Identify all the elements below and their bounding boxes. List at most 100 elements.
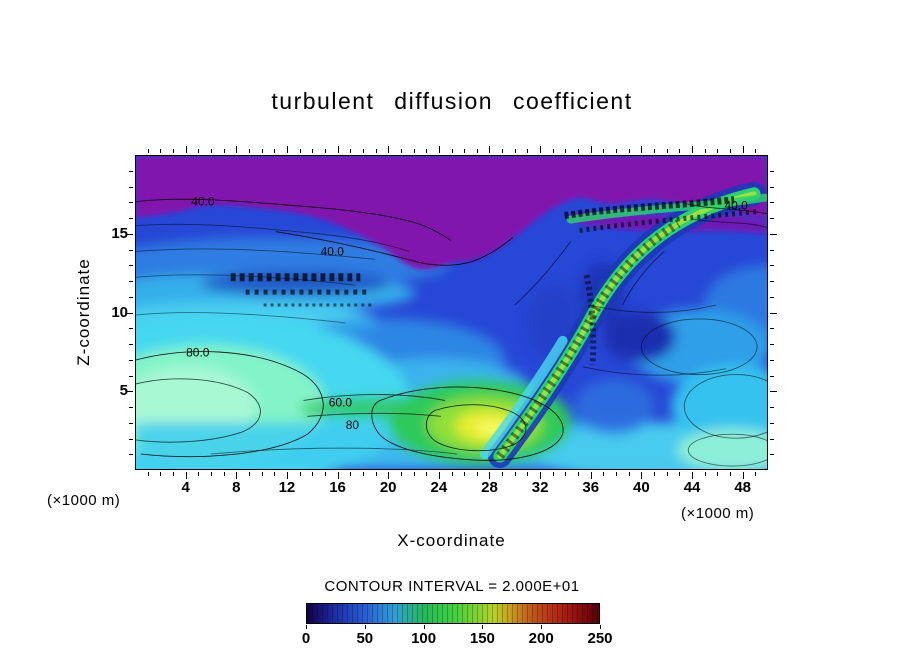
- y-tick-label: 15: [111, 224, 128, 242]
- axis-tick: [129, 296, 133, 298]
- axis-tick: [527, 472, 529, 476]
- colorbar-tick: [541, 625, 543, 629]
- contour-interval-text: CONTOUR INTERVAL = 2.000E+01: [324, 578, 580, 595]
- axis-tick: [129, 218, 133, 219]
- axis-tick: [160, 149, 162, 153]
- axis-tick: [160, 472, 162, 476]
- axis-tick: [770, 249, 774, 251]
- contour-label: 40.0: [321, 244, 345, 258]
- axis-tick: [770, 407, 774, 408]
- axis-tick: [464, 472, 466, 476]
- axis-tick: [236, 472, 238, 479]
- colorbar-tick: [600, 625, 601, 629]
- axis-tick: [362, 149, 364, 153]
- axis-tick: [312, 472, 314, 476]
- axis-tick: [552, 149, 554, 153]
- axis-tick: [261, 149, 263, 153]
- axis-tick: [603, 472, 605, 476]
- axis-tick: [730, 472, 732, 476]
- axis-tick: [223, 472, 225, 476]
- y-tick-label: 10: [111, 303, 128, 321]
- axis-tick: [565, 149, 567, 153]
- axis-tick: [129, 344, 133, 345]
- axis-tick: [679, 149, 681, 153]
- axis-tick: [350, 472, 352, 476]
- axis-tick: [502, 472, 504, 476]
- axis-tick: [426, 149, 428, 153]
- axis-tick: [129, 202, 133, 204]
- axis-tick: [248, 472, 250, 476]
- axis-tick: [692, 472, 694, 479]
- axis-tick: [717, 472, 719, 476]
- axis-tick: [770, 233, 777, 235]
- axis-tick: [742, 472, 744, 479]
- y-axis-unit: (×1000 m): [47, 492, 121, 509]
- axis-tick: [641, 472, 643, 479]
- colorbar-tick: [482, 625, 484, 629]
- axis-tick: [489, 472, 491, 479]
- axis-tick: [770, 454, 774, 456]
- axis-tick: [147, 472, 149, 476]
- axis-tick: [375, 149, 377, 153]
- axis-tick: [578, 472, 580, 476]
- y-axis-label: Z-coordinate: [74, 258, 93, 366]
- axis-tick: [129, 407, 133, 408]
- colorbar-tick-label: 0: [301, 630, 311, 647]
- x-tick-label: 32: [531, 479, 549, 496]
- field-rendering: 40.0 40.0 40.0 80.0 60.0 80: [136, 156, 767, 469]
- x-tick-label: 40: [633, 479, 650, 496]
- colorbar-tick: [306, 625, 307, 629]
- axis-tick: [350, 149, 352, 153]
- axis-tick: [742, 146, 744, 153]
- axis-tick: [476, 472, 478, 476]
- axis-tick: [129, 281, 133, 282]
- axis-tick: [717, 149, 719, 153]
- axis-tick: [312, 149, 314, 153]
- axis-tick: [514, 472, 516, 476]
- axis-tick: [654, 149, 656, 153]
- axis-tick: [129, 249, 133, 251]
- chart-title: turbulent diffusion coefficient: [271, 88, 633, 114]
- axis-tick: [426, 472, 428, 476]
- axis-tick: [129, 422, 133, 424]
- axis-tick: [654, 472, 656, 476]
- plot-area: 40.0 40.0 40.0 80.0 60.0 80: [135, 155, 768, 470]
- axis-tick: [514, 149, 516, 153]
- axis-tick: [616, 472, 618, 476]
- colorbar-tick: [364, 625, 366, 629]
- axis-tick: [126, 391, 133, 393]
- axis-tick: [362, 472, 364, 476]
- axis-tick: [129, 186, 133, 188]
- axis-tick: [400, 472, 402, 476]
- axis-tick: [129, 170, 133, 172]
- axis-tick: [324, 472, 326, 476]
- contour-label: 80: [346, 418, 360, 432]
- axis-tick: [129, 328, 133, 330]
- x-tick-label: 16: [329, 479, 346, 496]
- axis-tick: [129, 454, 133, 456]
- axis-tick: [274, 472, 276, 476]
- x-tick-label: 36: [582, 479, 600, 496]
- axis-tick: [438, 472, 440, 479]
- x-tick-label: 28: [481, 479, 498, 496]
- axis-tick: [400, 149, 402, 153]
- axis-tick: [770, 359, 774, 361]
- axis-tick: [770, 296, 774, 298]
- axis-tick: [388, 472, 390, 479]
- axis-tick: [172, 149, 174, 153]
- axis-tick: [540, 146, 542, 153]
- axis-tick: [565, 472, 567, 476]
- axis-tick: [451, 472, 453, 476]
- colorbar: [306, 603, 600, 624]
- axis-tick: [770, 265, 774, 267]
- axis-tick: [286, 146, 288, 153]
- axis-tick: [770, 202, 774, 204]
- axis-tick: [770, 218, 774, 219]
- x-axis-unit: (×1000 m): [681, 505, 755, 522]
- axis-tick: [337, 472, 339, 479]
- axis-tick: [375, 472, 377, 476]
- axis-tick: [489, 146, 491, 153]
- axis-tick: [603, 149, 605, 153]
- axis-tick: [692, 146, 694, 153]
- axis-tick: [198, 472, 200, 476]
